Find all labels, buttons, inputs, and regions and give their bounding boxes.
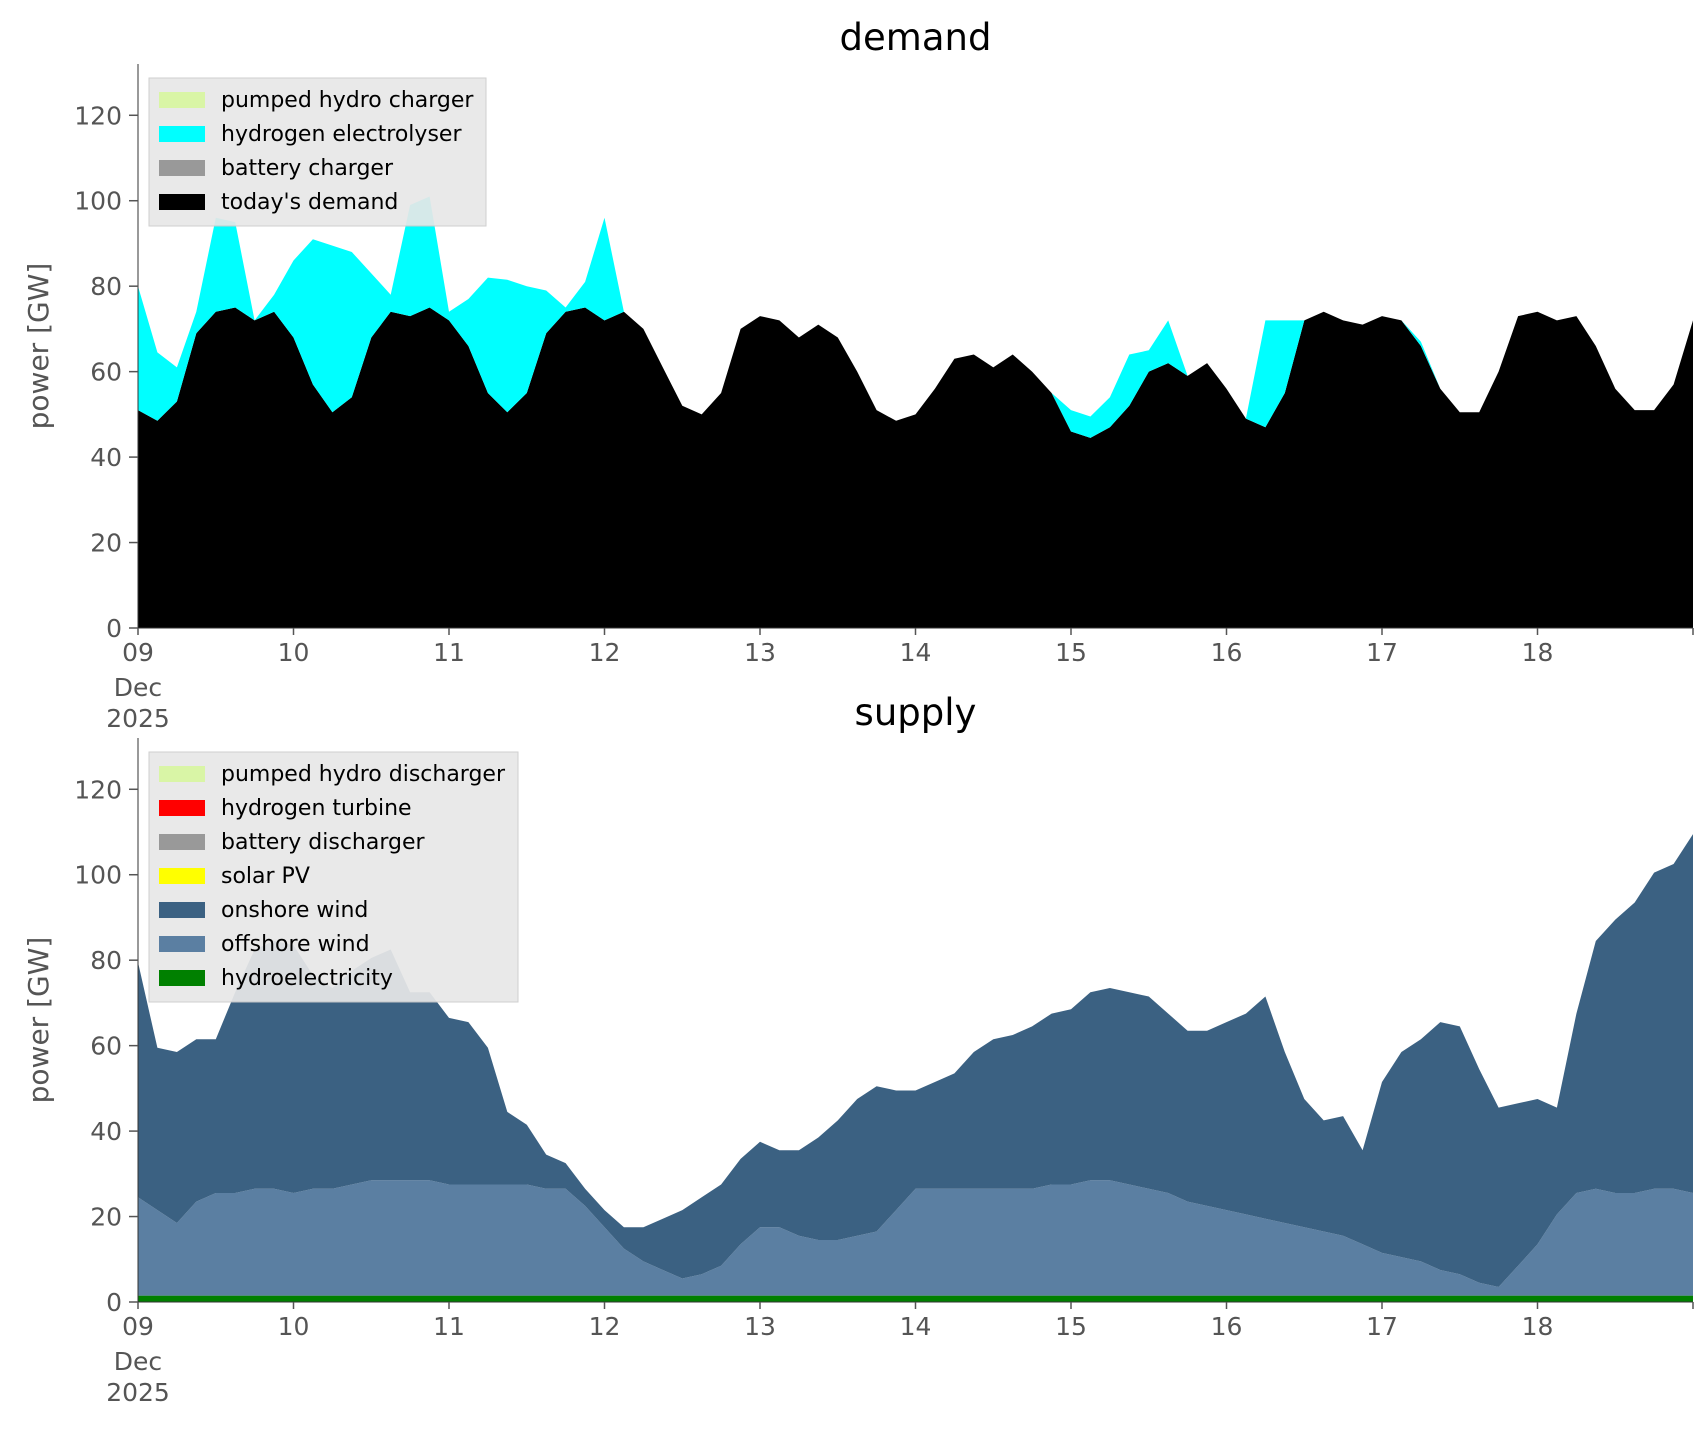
supply-ytick-label: 40	[90, 1117, 122, 1146]
supply-xtick-label: 17	[1366, 1312, 1398, 1341]
demand-legend-label: today's demand	[221, 190, 398, 215]
supply-xtick-label: 14	[900, 1312, 932, 1341]
demand-ylabel: power [GW]	[22, 263, 55, 430]
supply-xtick-label: 12	[589, 1312, 621, 1341]
demand-xtick-label: 14	[900, 638, 932, 667]
supply-legend-swatch	[159, 936, 205, 952]
supply-xtick-label: 09	[122, 1312, 154, 1341]
supply-legend-swatch	[159, 766, 205, 782]
demand-xtick-label: 12	[589, 638, 621, 667]
supply-chart: supply 0 20 40 60 80 100 120 power [GW] 09 10 11 12 1…	[22, 691, 1694, 1407]
demand-legend-label: battery charger	[221, 156, 394, 181]
demand-legend-swatch	[159, 126, 205, 142]
supply-legend-label: hydroelectricity	[221, 966, 393, 991]
supply-legend-label: solar PV	[221, 864, 310, 889]
supply-xtick-label: 10	[278, 1312, 310, 1341]
demand-xtick-label: 17	[1366, 638, 1398, 667]
demand-xtick-sublabel: Dec	[114, 673, 162, 702]
supply-legend-box	[148, 751, 519, 1003]
demand-ytick-label: 0	[106, 614, 122, 643]
demand-ytick-label: 60	[90, 358, 122, 387]
supply-legend-label: onshore wind	[221, 898, 368, 923]
supply-legend-label: offshore wind	[221, 932, 370, 957]
demand-xtick-sublabel: 2025	[106, 704, 170, 733]
supply-ytick-label: 60	[90, 1032, 122, 1061]
demand-legend-swatch	[159, 92, 205, 108]
supply-legend-swatch	[159, 834, 205, 850]
demand-xtick-label: 16	[1211, 638, 1243, 667]
supply-area-hydroelectricity	[138, 1295, 1693, 1302]
supply-ytick-label: 100	[74, 861, 122, 890]
supply-area-offshore-wind	[138, 1180, 1693, 1296]
demand-ytick-label: 80	[90, 272, 122, 301]
demand-ytick-label: 40	[90, 443, 122, 472]
demand-legend-label: hydrogen electrolyser	[221, 122, 462, 147]
supply-xtick-label: 18	[1522, 1312, 1554, 1341]
supply-ytick-label: 120	[74, 775, 122, 804]
supply-title: supply	[855, 691, 977, 734]
supply-xtick-label: 13	[744, 1312, 776, 1341]
demand-chart: demand 0 20 40 60 80 100 120 power [GW] 09 10 11 12 1…	[22, 16, 1694, 733]
supply-legend-label: hydrogen turbine	[221, 796, 412, 821]
demand-xtick-label: 15	[1055, 638, 1087, 667]
demand-ytick-label: 100	[74, 187, 122, 216]
supply-xtick-label: 15	[1055, 1312, 1087, 1341]
supply-legend-label: pumped hydro discharger	[221, 762, 506, 787]
supply-legend-swatch	[159, 868, 205, 884]
supply-xtick-sublabel: Dec	[114, 1347, 162, 1376]
supply-ylabel: power [GW]	[22, 937, 55, 1104]
demand-area-today-s-demand	[138, 307, 1693, 628]
supply-area-onshore-wind	[138, 834, 1693, 1287]
demand-xtick-label: 11	[433, 638, 465, 667]
demand-area-hydrogen-electrolyser	[138, 196, 1693, 438]
supply-ytick-label: 0	[106, 1288, 122, 1317]
supply-xtick-label: 16	[1211, 1312, 1243, 1341]
demand-legend-swatch	[159, 194, 205, 210]
supply-legend-swatch	[159, 902, 205, 918]
supply-xtick-sublabel: 2025	[106, 1378, 170, 1407]
demand-legend-swatch	[159, 160, 205, 176]
demand-ytick-label: 120	[74, 101, 122, 130]
supply-legend-swatch	[159, 800, 205, 816]
demand-xtick-label: 18	[1522, 638, 1554, 667]
demand-title: demand	[840, 16, 992, 59]
demand-xtick-label: 09	[122, 638, 154, 667]
demand-ytick-label: 20	[90, 529, 122, 558]
supply-ytick-label: 80	[90, 946, 122, 975]
demand-xtick-label: 10	[278, 638, 310, 667]
supply-xtick-label: 11	[433, 1312, 465, 1341]
supply-legend-label: battery discharger	[221, 830, 426, 855]
supply-legend-swatch	[159, 970, 205, 986]
demand-xtick-label: 13	[744, 638, 776, 667]
demand-legend-label: pumped hydro charger	[221, 88, 474, 113]
demand-legend-box	[148, 77, 487, 227]
supply-ytick-label: 20	[90, 1203, 122, 1232]
